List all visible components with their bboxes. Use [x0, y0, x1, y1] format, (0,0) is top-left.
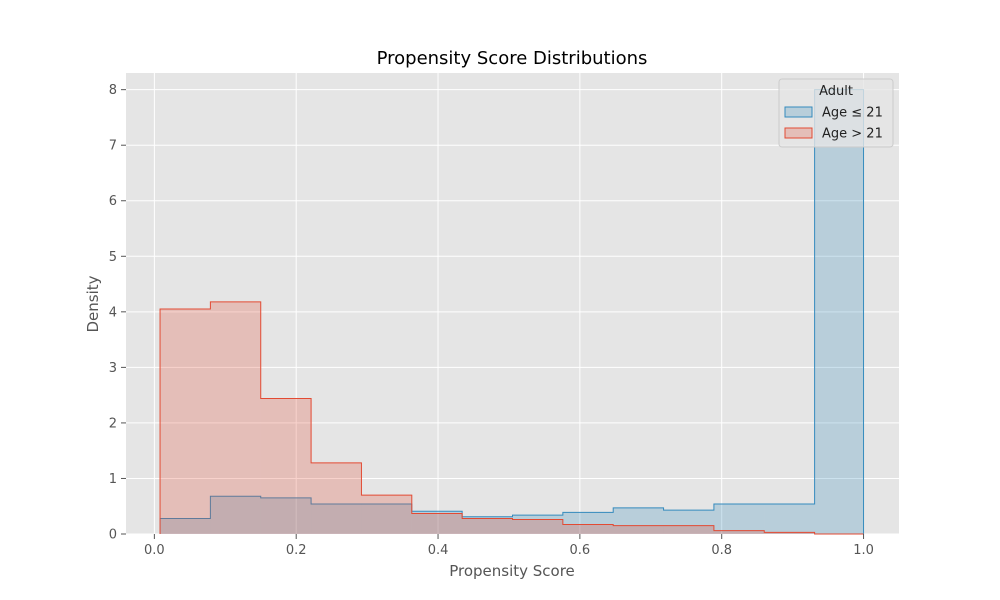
legend: Adult Age ≤ 21 Age > 21: [778, 78, 894, 148]
y-tick-label-6: 6: [109, 194, 117, 209]
y-tick-label-5: 5: [109, 250, 117, 265]
bar-1-11: [713, 530, 765, 534]
bar-0-11: [713, 504, 765, 534]
bar-1-12: [764, 532, 815, 534]
series-1: [159, 301, 864, 535]
series-0: [159, 89, 865, 534]
legend-title: Adult: [819, 84, 853, 99]
x-axis-title: Propensity Score: [449, 562, 575, 580]
x-tick-label-4: 0.8: [711, 543, 732, 558]
y-tick-label-3: 3: [109, 361, 117, 376]
bar-0-8: [562, 512, 614, 534]
legend-label-1: Age > 21: [822, 127, 883, 142]
y-axis-title: Density: [84, 275, 102, 332]
y-tick-label-7: 7: [109, 139, 117, 154]
x-tick-label-0: 0.0: [144, 543, 165, 558]
bar-0-10: [663, 510, 714, 534]
y-tick-label-1: 1: [109, 472, 117, 487]
bar-1-8: [562, 524, 614, 534]
legend-frame: [778, 78, 894, 148]
y-tick-label-2: 2: [109, 416, 117, 431]
bar-1-9: [613, 525, 664, 534]
y-tick-label-0: 0: [109, 528, 117, 543]
x-tick-label-3: 0.6: [570, 543, 591, 558]
series-outline-0: [159, 89, 865, 534]
legend-swatch-0: [784, 106, 813, 118]
bar-1-7: [512, 519, 563, 534]
x-tick-label-1: 0.2: [286, 543, 307, 558]
bar-1-4: [361, 495, 412, 534]
x-tick-label-5: 1.0: [853, 543, 874, 558]
bar-1-0: [160, 309, 211, 534]
bar-0-1: [210, 496, 261, 534]
bar-1-5: [411, 513, 463, 534]
plot-area: [126, 73, 899, 535]
series-outline-1: [159, 301, 864, 535]
bar-1-2: [260, 398, 312, 534]
bar-1-1: [210, 301, 261, 534]
bar-0-12: [764, 504, 815, 534]
x-tick-label-2: 0.4: [428, 543, 449, 558]
y-tick-label-4: 4: [109, 305, 117, 320]
bar-0-13: [814, 89, 864, 534]
chart-title: Propensity Score Distributions: [377, 48, 648, 69]
bar-0-5: [411, 511, 463, 534]
bar-0-0: [160, 518, 211, 534]
y-tick-label-8: 8: [109, 83, 117, 98]
legend-swatch-1: [784, 127, 813, 139]
bar-0-4: [361, 504, 412, 534]
bar-0-2: [260, 497, 312, 534]
bar-0-3: [311, 504, 362, 534]
plot-background: [126, 73, 899, 534]
bar-0-6: [462, 516, 513, 534]
bar-0-9: [613, 507, 664, 534]
bar-1-10: [663, 525, 714, 534]
bar-1-3: [311, 462, 362, 534]
legend-label-0: Age ≤ 21: [822, 106, 883, 121]
axis-ticks: 0.0 0.2 0.4 0.6 0.8 1.0 0 1 2 3 4 5 6 7 8: [109, 83, 874, 558]
bar-1-6: [462, 518, 513, 534]
